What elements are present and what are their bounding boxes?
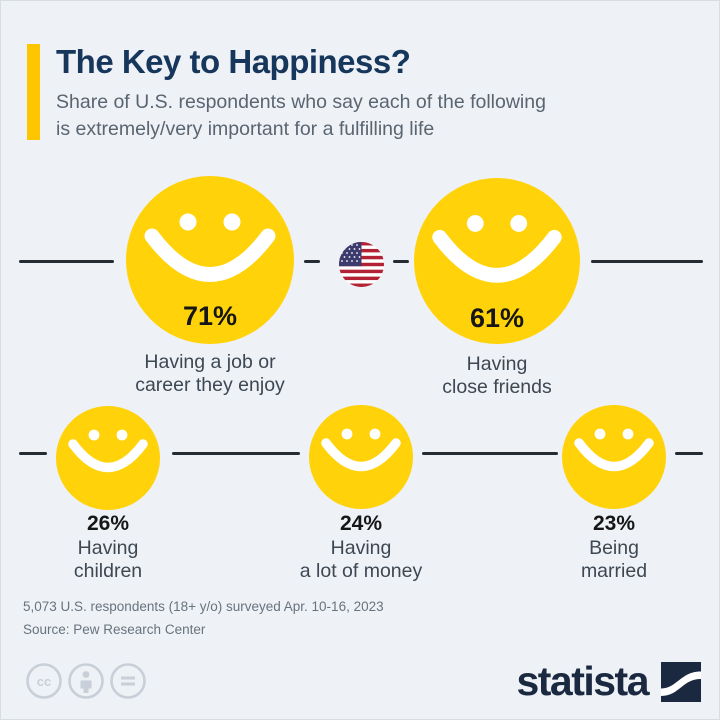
subtitle-line-2: is extremely/very important for a fulfil…	[56, 118, 435, 140]
value-label: 23%	[592, 512, 636, 535]
source-note: Source: Pew Research Center	[23, 622, 206, 637]
category-line: a lot of money	[299, 560, 423, 582]
value-label: 61%	[469, 303, 525, 333]
category-label: Having a job or career they enjoy	[85, 351, 335, 397]
connector-line	[422, 452, 558, 455]
category-label: Having children	[8, 537, 208, 583]
cc-icon: cc	[26, 663, 62, 699]
connector-line	[591, 260, 703, 263]
us-flag-icon	[339, 242, 384, 287]
survey-note: 5,073 U.S. respondents (18+ y/o) surveye…	[23, 599, 384, 614]
category-line: Being	[589, 537, 639, 559]
connector-dash	[393, 260, 409, 263]
smiley-face-icon	[56, 406, 160, 510]
title-accent-bar	[27, 44, 40, 140]
connector-dash	[304, 260, 320, 263]
cc-nd-equals-icon	[110, 663, 146, 699]
value-label: 26%	[86, 512, 130, 535]
chart-subtitle: Share of U.S. respondents who say each o…	[56, 89, 546, 143]
category-line: close friends	[442, 376, 552, 398]
value-label: 24%	[339, 512, 383, 535]
category-line: career they enjoy	[135, 374, 285, 396]
category-line: Having a job or	[144, 351, 276, 373]
statista-branding: statista	[516, 658, 701, 705]
smiley-face-icon	[126, 176, 294, 344]
connector-line	[172, 452, 300, 455]
svg-text:cc: cc	[37, 674, 51, 689]
cc-by-person-icon	[68, 663, 104, 699]
category-label: Having close friends	[372, 353, 622, 399]
connector-dash	[675, 452, 703, 455]
connector-line	[19, 260, 114, 263]
category-line: Having	[330, 537, 392, 559]
category-label: Having a lot of money	[261, 537, 461, 583]
category-line: Having	[466, 353, 528, 375]
connector-dash	[19, 452, 47, 455]
category-line: Having	[77, 537, 139, 559]
smiley-face-icon	[309, 405, 413, 509]
statista-logo-icon	[661, 661, 701, 702]
page-title: The Key to Happiness?	[56, 43, 411, 80]
smiley-face-icon	[414, 178, 580, 344]
smiley-face-icon	[562, 405, 666, 509]
value-label: 71%	[182, 301, 238, 331]
category-line: children	[73, 560, 143, 582]
category-label: Being married	[514, 537, 714, 583]
license-icons: cc	[25, 662, 147, 700]
statista-wordmark: statista	[516, 658, 649, 704]
subtitle-line-1: Share of U.S. respondents who say each o…	[56, 91, 546, 113]
category-line: married	[580, 560, 648, 582]
